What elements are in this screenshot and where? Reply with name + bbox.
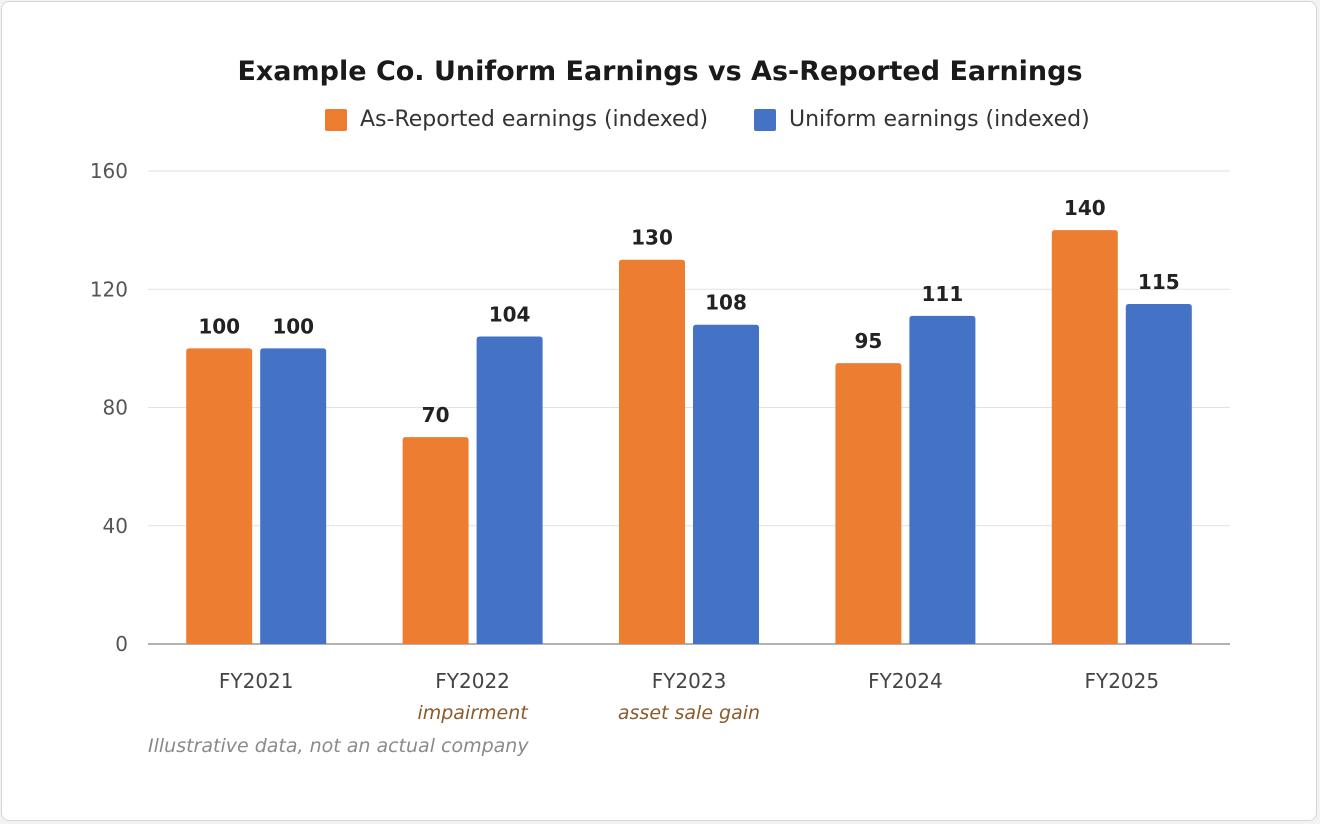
bar-as-reported <box>619 259 685 644</box>
data-label: 100 <box>198 314 240 338</box>
chart-title: Example Co. Uniform Earnings vs As-Repor… <box>237 56 1083 87</box>
legend-label-as-reported: As-Reported earnings (indexed) <box>360 107 709 132</box>
bar-uniform <box>693 324 759 644</box>
bar-uniform <box>909 315 976 644</box>
bar-as-reported <box>186 348 253 644</box>
bar-as-reported <box>835 363 902 644</box>
legend: As-Reported earnings (indexed) Uniform e… <box>0 106 1320 136</box>
bar-uniform <box>260 348 327 644</box>
category-annotation: impairment <box>417 702 529 724</box>
data-label: 111 <box>922 282 964 306</box>
x-tick-label: FY2025 <box>1084 669 1159 693</box>
y-tick-label: 160 <box>90 159 128 183</box>
data-label: 100 <box>272 314 314 338</box>
bar-as-reported <box>1051 230 1118 644</box>
footnote: Illustrative data, not an actual company <box>148 735 529 757</box>
x-tick-label: FY2021 <box>219 669 294 693</box>
legend-label-uniform: Uniform earnings (indexed) <box>789 107 1090 132</box>
bar-as-reported <box>402 437 469 644</box>
x-tick-label: FY2023 <box>652 669 727 693</box>
data-label: 115 <box>1138 270 1180 294</box>
y-tick-label: 120 <box>90 277 128 301</box>
category-annotation: asset sale gain <box>618 702 760 724</box>
x-tick-label: FY2024 <box>868 669 943 693</box>
y-tick-label: 40 <box>103 514 128 538</box>
y-tick-label: 80 <box>103 396 128 420</box>
legend-swatch-uniform <box>754 109 776 131</box>
bar-uniform <box>1125 304 1192 644</box>
bar-uniform <box>476 336 543 644</box>
x-tick-label: FY2022 <box>435 669 510 693</box>
y-tick-label: 0 <box>115 632 128 656</box>
data-label: 70 <box>422 403 450 427</box>
data-label: 140 <box>1064 196 1106 220</box>
data-label: 130 <box>631 226 673 250</box>
data-label: 104 <box>489 303 531 327</box>
legend-swatch-as-reported <box>325 109 347 131</box>
data-label: 108 <box>705 291 747 315</box>
data-label: 95 <box>854 329 882 353</box>
